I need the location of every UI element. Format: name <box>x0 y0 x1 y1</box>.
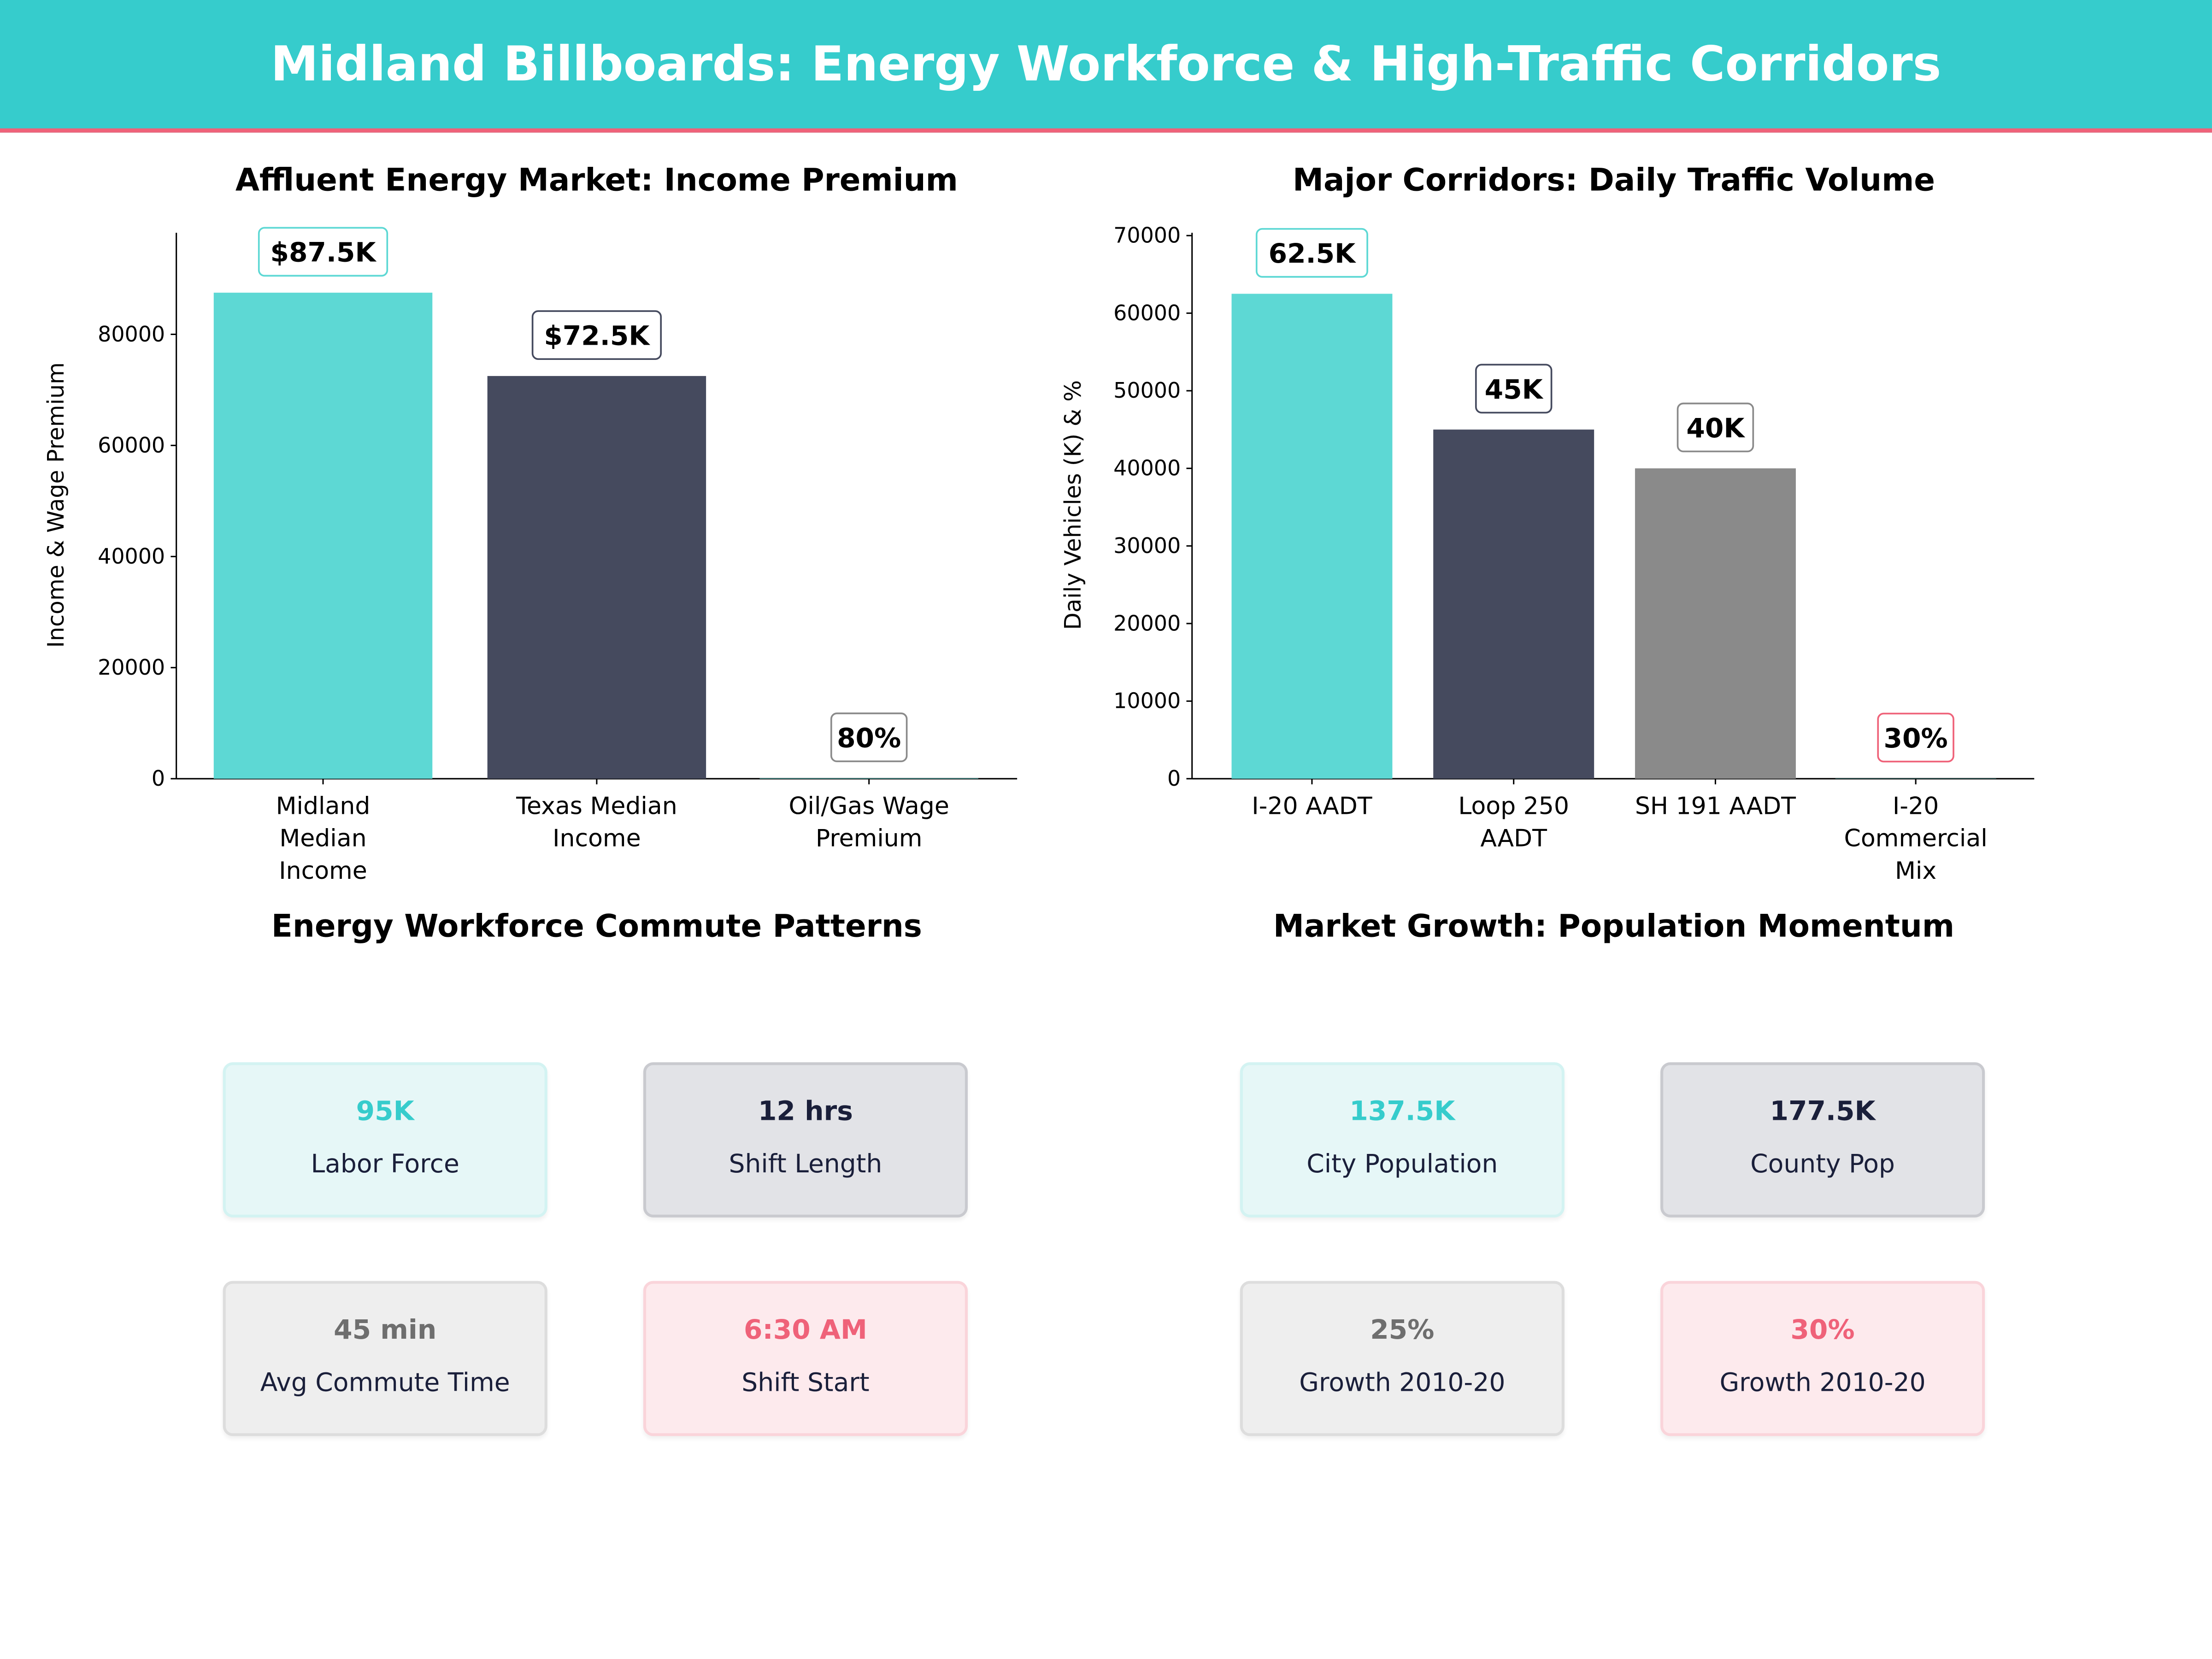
traffic-data-label: 30% <box>1884 723 1948 754</box>
income-x-tick-label: Premium <box>816 825 923 853</box>
stat-value: 6:30 AM <box>744 1315 867 1346</box>
stat-label: County Pop <box>1750 1149 1895 1180</box>
income-data-label-box <box>258 227 388 277</box>
income-data-label: 80% <box>837 722 901 753</box>
stat-label: Growth 2010-20 <box>1299 1368 1506 1398</box>
income-x-tick-label: Income <box>279 857 367 885</box>
traffic-bar <box>1635 468 1796 779</box>
income-data-label: $87.5K <box>270 237 377 268</box>
income-y-tick-label: 20000 <box>98 655 165 680</box>
income-y-tick-label: 80000 <box>98 322 165 347</box>
traffic-y-tick-label: 70000 <box>1113 223 1181 248</box>
stat-card: 45 min Avg Commute Time <box>223 1281 547 1436</box>
stat-label: Avg Commute Time <box>260 1368 510 1398</box>
stat-label: Shift Length <box>729 1149 882 1180</box>
traffic-y-axis-label: Daily Vehicles (K) & % <box>1060 380 1086 630</box>
traffic-data-label-box <box>1677 402 1754 453</box>
stat-value: 95K <box>356 1096 414 1127</box>
stat-card: 137.5K City Population <box>1240 1062 1565 1218</box>
traffic-y-tick-label: 60000 <box>1113 300 1181 325</box>
traffic-data-label: 62.5K <box>1269 238 1356 269</box>
traffic-data-label: 40K <box>1686 412 1745 444</box>
traffic-x-tick-label: Loop 250 <box>1458 792 1569 820</box>
income-bar <box>213 293 433 779</box>
income-y-tick-label: 60000 <box>98 433 165 458</box>
traffic-bar <box>1433 429 1594 779</box>
income-chart-title: Affluent Energy Market: Income Premium <box>235 164 958 199</box>
stat-value: 137.5K <box>1349 1096 1455 1127</box>
income-x-tick-label: Texas Median <box>516 792 677 820</box>
traffic-bar <box>1835 778 1996 779</box>
stat-label: Labor Force <box>311 1149 459 1180</box>
page-title: Midland Billboards: Energy Workforce & H… <box>271 36 1941 93</box>
stat-card: 177.5K County Pop <box>1660 1062 1985 1218</box>
income-y-tick-label: 0 <box>152 766 165 791</box>
growth-panel-title: Market Growth: Population Momentum <box>1273 910 1955 946</box>
traffic-x-tick-label: Commercial <box>1844 825 1988 853</box>
income-bar <box>487 376 706 779</box>
stat-label: City Population <box>1306 1149 1498 1180</box>
stat-value: 177.5K <box>1770 1096 1876 1127</box>
stat-card: 30% Growth 2010-20 <box>1660 1281 1985 1436</box>
traffic-x-tick-label: AADT <box>1480 825 1547 853</box>
income-x-tick-label: Income <box>553 825 641 853</box>
traffic-y-tick-label: 10000 <box>1113 688 1181 713</box>
stat-value: 12 hrs <box>758 1096 853 1127</box>
traffic-data-label: 45K <box>1485 374 1544 405</box>
traffic-x-tick-label: I-20 <box>1893 792 1939 820</box>
income-data-label-box <box>531 310 662 360</box>
traffic-y-tick-label: 20000 <box>1113 611 1181 635</box>
traffic-bar <box>1231 294 1393 779</box>
income-y-axis-label: Income & Wage Premium <box>43 362 69 647</box>
traffic-x-tick-label: Mix <box>1895 857 1936 885</box>
stat-label: Growth 2010-20 <box>1719 1368 1926 1398</box>
income-bar <box>759 778 978 779</box>
income-x-tick-label: Median <box>279 825 366 853</box>
income-x-tick-label: Oil/Gas Wage <box>789 792 949 820</box>
stat-card: 6:30 AM Shift Start <box>643 1281 968 1436</box>
traffic-data-label-box <box>1255 228 1368 278</box>
income-y-tick-label: 40000 <box>98 544 165 569</box>
traffic-x-tick-label: I-20 AADT <box>1252 792 1372 820</box>
header-banner: Midland Billboards: Energy Workforce & H… <box>0 0 2212 133</box>
traffic-y-tick-label: 0 <box>1167 766 1181 791</box>
traffic-data-label-box <box>1475 364 1553 414</box>
income-data-label-box <box>830 712 908 762</box>
stat-card: 95K Labor Force <box>223 1062 547 1218</box>
stat-value: 25% <box>1370 1315 1435 1346</box>
stat-card: 12 hrs Shift Length <box>643 1062 968 1218</box>
traffic-data-label-box <box>1877 712 1954 763</box>
traffic-x-tick-label: SH 191 AADT <box>1635 792 1796 820</box>
income-x-tick-label: Midland <box>276 792 371 820</box>
traffic-chart-title: Major Corridors: Daily Traffic Volume <box>1293 164 1936 199</box>
stat-card: 25% Growth 2010-20 <box>1240 1281 1565 1436</box>
commute-panel-title: Energy Workforce Commute Patterns <box>271 910 922 946</box>
income-data-label: $72.5K <box>544 320 650 352</box>
stat-value: 45 min <box>334 1315 437 1346</box>
stat-label: Shift Start <box>741 1368 870 1398</box>
traffic-y-tick-label: 40000 <box>1113 456 1181 481</box>
traffic-y-tick-label: 50000 <box>1113 378 1181 403</box>
stat-value: 30% <box>1790 1315 1855 1346</box>
traffic-y-tick-label: 30000 <box>1113 533 1181 558</box>
